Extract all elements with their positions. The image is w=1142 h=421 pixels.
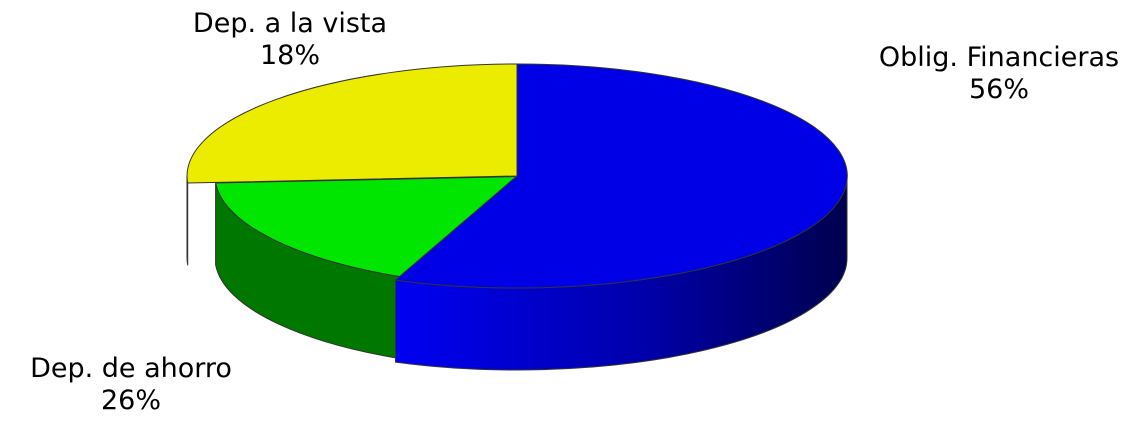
slice-top bbox=[186, 63, 518, 184]
slice-oblig-financieras bbox=[395, 63, 848, 371]
slice-top bbox=[395, 63, 848, 289]
slice-top bbox=[215, 175, 546, 281]
slice-dep-vista bbox=[215, 175, 546, 363]
slice-percent: 26% bbox=[100, 385, 161, 416]
slice-label-dep-vista: Dep. a la vista 18% bbox=[164, 8, 416, 72]
slice-percent: 56% bbox=[968, 74, 1029, 105]
slice-dep-ahorro bbox=[186, 63, 518, 266]
slice-name: Dep. a la vista bbox=[192, 8, 388, 39]
slice-percent: 18% bbox=[259, 40, 320, 71]
slice-name: Dep. de ahorro bbox=[30, 353, 232, 384]
slice-outer-wall bbox=[186, 175, 189, 266]
slice-name: Oblig. Financieras bbox=[878, 42, 1120, 73]
slice-label-oblig-financieras: Oblig. Financieras 56% bbox=[858, 42, 1140, 106]
pie-slices bbox=[186, 63, 848, 371]
slice-label-dep-ahorro: Dep. de ahorro 26% bbox=[0, 353, 262, 417]
